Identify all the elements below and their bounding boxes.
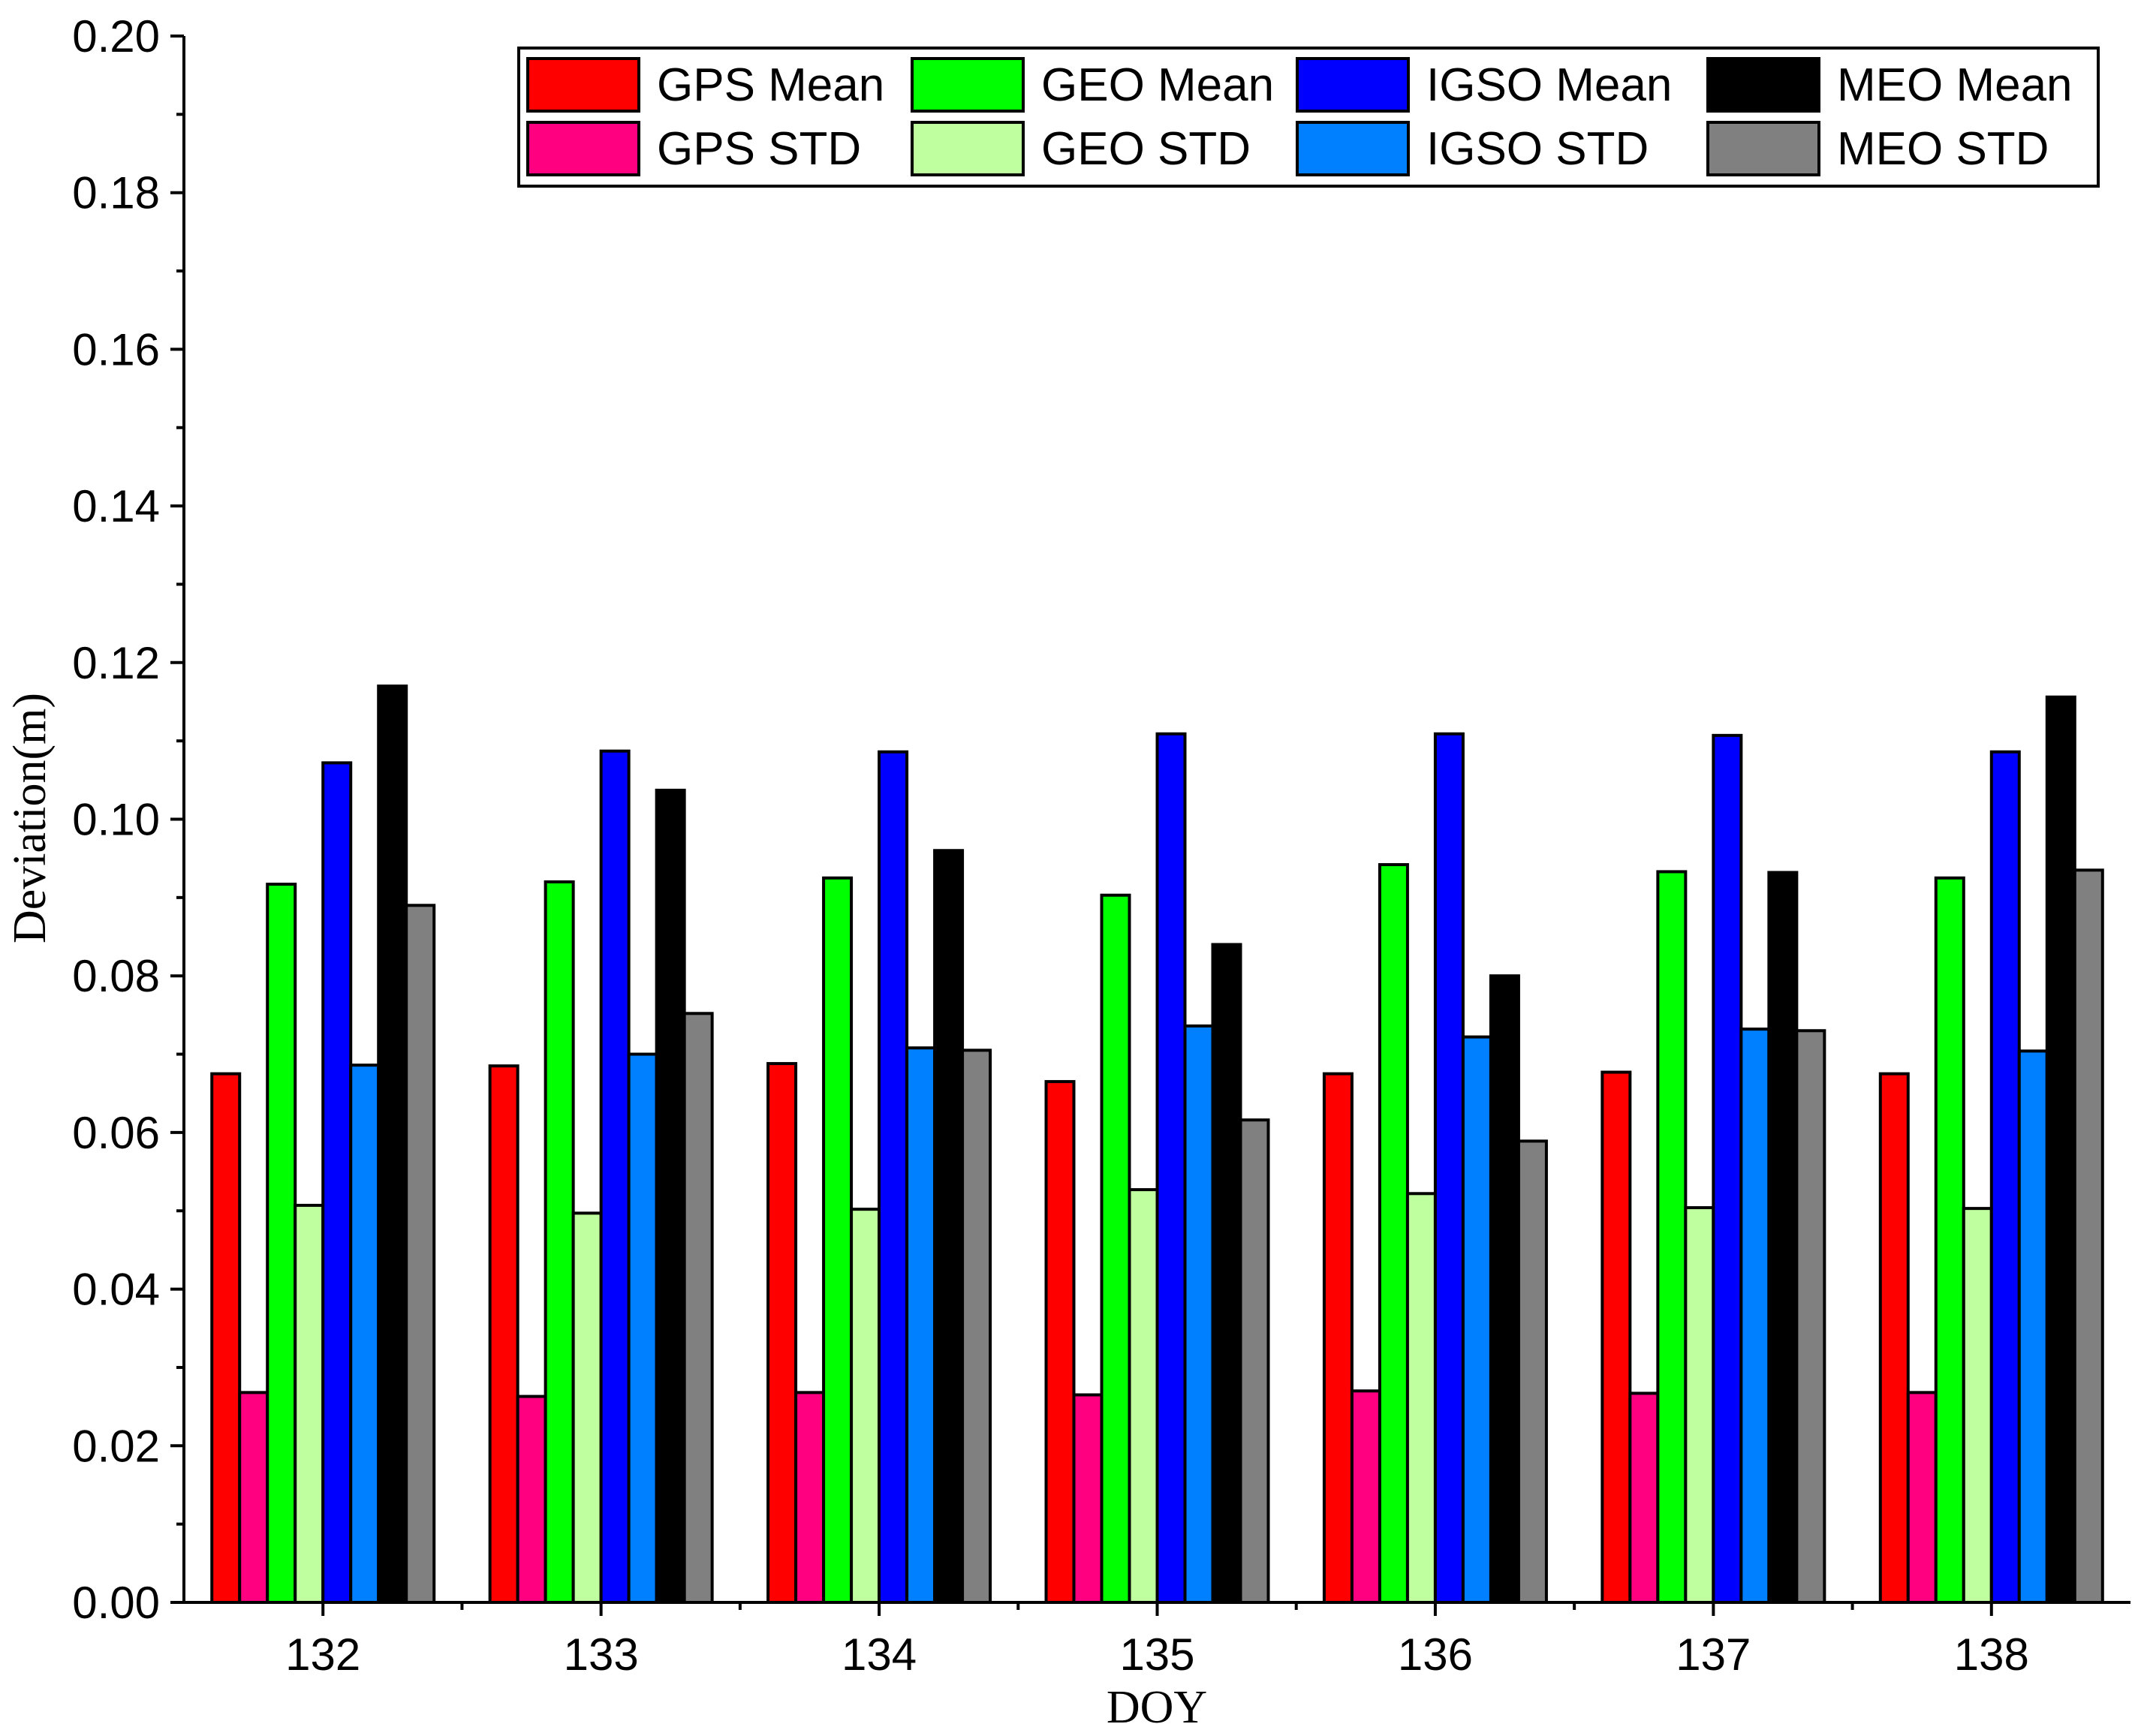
legend-swatch-igso-std	[1296, 121, 1410, 176]
y-tick-label: 0.04	[72, 1265, 160, 1315]
bar-igso-mean-136	[1433, 732, 1465, 1604]
bar-geo-std-134	[850, 1208, 881, 1604]
legend-swatch-igso-mean	[1296, 57, 1410, 113]
bar-gps-mean-138	[1878, 1072, 1910, 1604]
y-tick-label: 0.10	[72, 795, 160, 845]
y-tick-label: 0.12	[72, 638, 160, 688]
bar-meo-mean-132	[377, 684, 408, 1604]
x-tick-label: 137	[1676, 1629, 1751, 1680]
x-tick-label: 138	[1954, 1629, 2029, 1680]
legend-swatch-meo-std	[1706, 121, 1820, 176]
bar-igso-std-136	[1461, 1035, 1492, 1604]
bar-geo-std-138	[1962, 1207, 1993, 1604]
bar-meo-std-134	[961, 1049, 992, 1604]
bar-meo-std-133	[682, 1012, 714, 1604]
bar-geo-mean-133	[544, 880, 575, 1604]
bar-gps-mean-133	[488, 1064, 519, 1604]
bar-igso-mean-137	[1712, 733, 1743, 1605]
legend-label-meo-std: MEO STD	[1837, 123, 2049, 175]
legend-swatch-geo-mean	[911, 57, 1025, 113]
bar-geo-std-135	[1128, 1188, 1159, 1604]
x-tick-label: 135	[1119, 1629, 1194, 1680]
bar-gps-std-136	[1350, 1389, 1381, 1604]
bar-igso-std-133	[627, 1052, 658, 1605]
bar-meo-mean-136	[1489, 974, 1520, 1604]
bar-igso-mean-138	[1989, 750, 2021, 1604]
bar-igso-mean-132	[321, 761, 353, 1604]
y-ticks-layer: 0.00 0.02 0.04 0.06 0.08 0.10 0.12 0.14 0.16 0.18…	[72, 11, 184, 1628]
bar-gps-mean-135	[1044, 1080, 1076, 1604]
bar-meo-mean-137	[1767, 871, 1799, 1604]
bar-gps-mean-136	[1322, 1072, 1354, 1604]
y-tick-label: 0.08	[72, 951, 160, 1001]
bar-geo-mean-137	[1656, 870, 1688, 1605]
legend-label-meo-mean: MEO Mean	[1837, 59, 2073, 111]
bar-meo-std-138	[2073, 868, 2104, 1604]
bar-geo-std-137	[1684, 1206, 1715, 1605]
bar-geo-mean-132	[266, 883, 297, 1604]
bar-gps-std-135	[1072, 1393, 1104, 1605]
legend-items: GPS Mean GEO Mean IGSO Mean MEO Mean GPS STD…	[526, 57, 2073, 176]
legend-swatch-gps-mean	[526, 57, 640, 113]
x-tick-label: 132	[285, 1629, 360, 1680]
bar-gps-std-132	[238, 1391, 270, 1605]
bar-meo-std-136	[1516, 1139, 1548, 1605]
legend-label-igso-std: IGSO STD	[1426, 123, 1649, 175]
bar-igso-std-132	[349, 1064, 381, 1605]
x-ticks-layer: 132 133 134 135 136 137 138	[285, 1602, 2029, 1680]
legend-swatch-meo-mean	[1706, 57, 1820, 113]
y-tick-label: 0.20	[72, 11, 160, 62]
bar-meo-std-132	[405, 904, 436, 1605]
bar-meo-mean-134	[933, 849, 965, 1604]
bar-gps-std-133	[516, 1395, 547, 1604]
legend-swatch-gps-std	[526, 121, 640, 176]
legend-label-geo-mean: GEO Mean	[1041, 59, 1274, 111]
bar-igso-mean-133	[599, 749, 631, 1605]
bar-igso-mean-134	[878, 750, 909, 1604]
y-tick-label: 0.06	[72, 1108, 160, 1158]
x-tick-label: 133	[564, 1629, 639, 1680]
legend-label-geo-std: GEO STD	[1041, 123, 1251, 175]
bar-geo-mean-135	[1100, 893, 1131, 1604]
bar-meo-mean-135	[1211, 943, 1242, 1604]
x-axis-title: DOY	[1107, 1682, 1207, 1732]
bar-meo-mean-133	[655, 788, 686, 1604]
y-tick-label: 0.14	[72, 481, 160, 531]
bar-gps-std-138	[1906, 1391, 1938, 1605]
legend: GPS Mean GEO Mean IGSO Mean MEO Mean GPS STD…	[517, 47, 2100, 188]
bar-igso-std-135	[1183, 1024, 1215, 1604]
bar-gps-std-137	[1628, 1392, 1660, 1604]
x-tick-label: 134	[842, 1629, 917, 1680]
bar-geo-mean-138	[1934, 876, 1965, 1604]
x-tick-label: 136	[1398, 1629, 1473, 1680]
y-tick-label: 0.02	[72, 1421, 160, 1471]
bar-meo-std-135	[1239, 1118, 1270, 1604]
bar-igso-std-137	[1739, 1027, 1771, 1604]
bar-geo-std-136	[1405, 1192, 1437, 1604]
legend-label-igso-mean: IGSO Mean	[1426, 59, 1672, 111]
legend-label-gps-mean: GPS Mean	[657, 59, 884, 111]
bar-geo-mean-134	[822, 876, 854, 1604]
bar-igso-std-138	[2017, 1049, 2049, 1604]
bar-geo-std-133	[571, 1211, 603, 1604]
bar-igso-mean-135	[1155, 732, 1187, 1604]
legend-label-gps-std: GPS STD	[657, 123, 861, 175]
y-tick-label: 0.18	[72, 168, 160, 218]
y-tick-label: 0.00	[72, 1578, 160, 1628]
bar-meo-mean-138	[2045, 695, 2076, 1604]
y-tick-label: 0.16	[72, 324, 160, 375]
bar-gps-mean-134	[766, 1062, 798, 1604]
bar-meo-std-137	[1795, 1029, 1826, 1604]
bar-geo-mean-136	[1378, 863, 1409, 1604]
y-axis-title: Deviation(m)	[5, 693, 56, 943]
bar-gps-mean-137	[1600, 1070, 1632, 1605]
bar-igso-std-134	[905, 1046, 937, 1604]
bar-gps-mean-132	[210, 1072, 242, 1604]
bars-layer	[210, 684, 2104, 1605]
legend-swatch-geo-std	[911, 121, 1025, 176]
bar-geo-std-132	[294, 1203, 325, 1605]
bar-gps-std-134	[794, 1391, 826, 1605]
